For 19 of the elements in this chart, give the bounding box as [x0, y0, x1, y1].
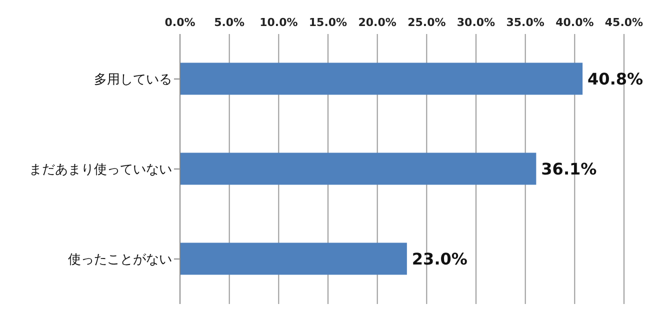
- y-tick-label: 多用している: [94, 72, 172, 88]
- x-tick-label: 40.0%: [556, 16, 594, 29]
- x-tick-label: 25.0%: [408, 16, 446, 29]
- y-tick-label: まだあまり使っていない: [29, 162, 172, 178]
- x-tick-label: 35.0%: [506, 16, 544, 29]
- bar: [180, 152, 536, 185]
- x-tick-label: 20.0%: [358, 16, 396, 29]
- data-label: 40.8%: [588, 69, 644, 88]
- x-tick-label: 10.0%: [260, 16, 298, 29]
- x-tick-label: 5.0%: [214, 16, 245, 29]
- x-tick-label: 45.0%: [604, 16, 644, 29]
- x-tick-label: 30.0%: [456, 16, 496, 29]
- x-tick-label: 15.0%: [308, 16, 348, 29]
- y-tick-label: 使ったことがない: [68, 252, 172, 268]
- data-label: 36.1%: [541, 159, 597, 178]
- data-label: 23.0%: [412, 249, 468, 268]
- bar: [180, 242, 407, 275]
- x-tick-label: 0.0%: [164, 16, 196, 29]
- bar: [180, 62, 583, 95]
